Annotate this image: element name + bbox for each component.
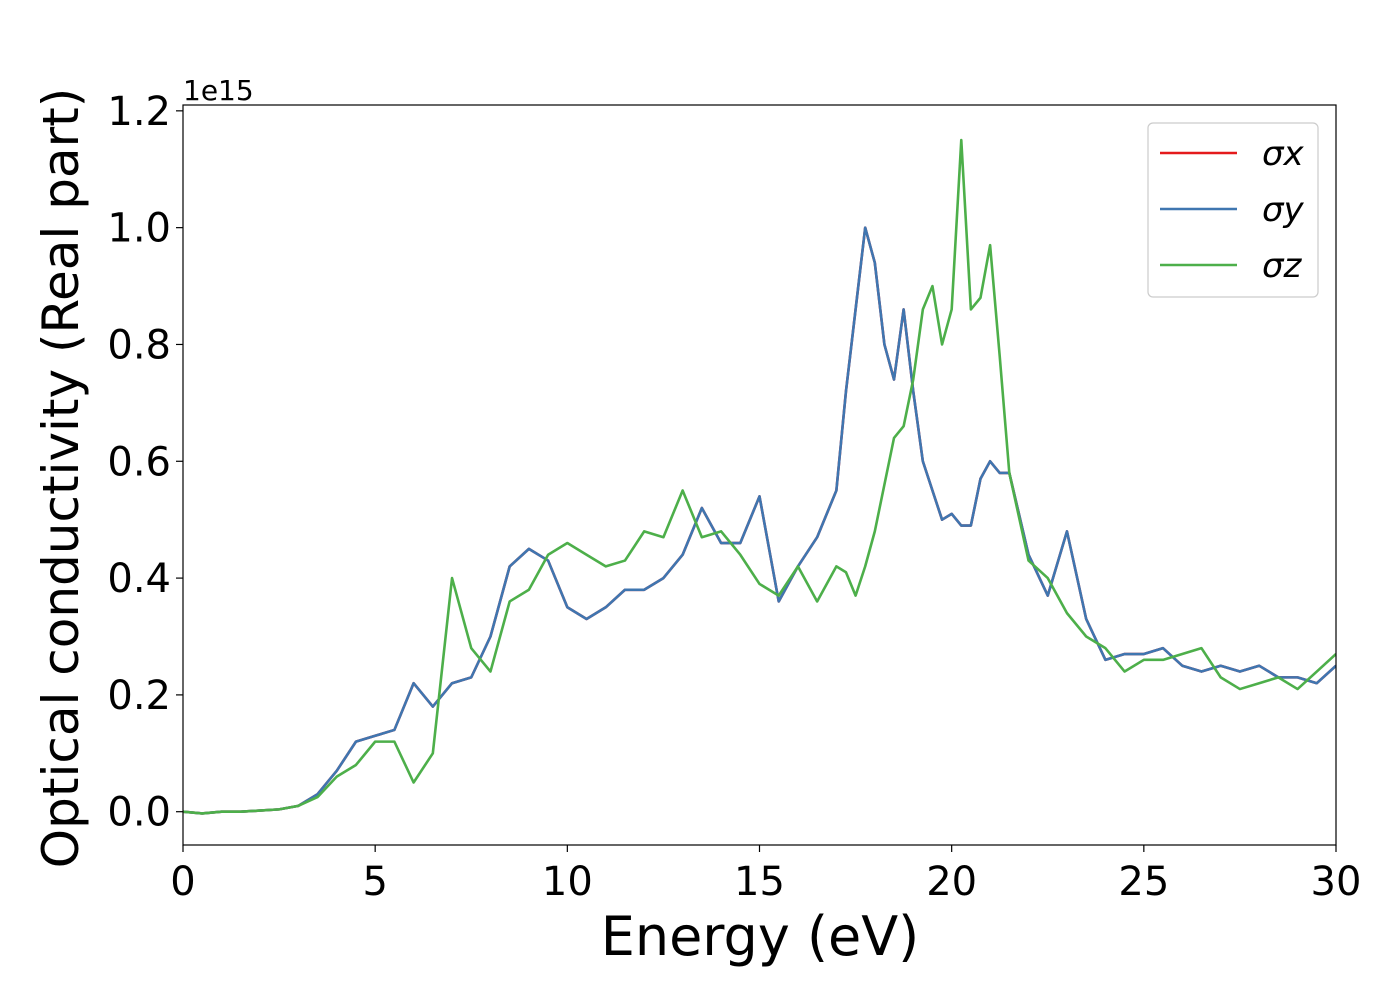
x-tick-label: 15 (734, 859, 785, 905)
x-tick-label: 10 (542, 859, 593, 905)
x-tick-label: 25 (1118, 859, 1169, 905)
y-tick-label: 1.2 (107, 89, 171, 135)
y-offset-label: 1e15 (183, 74, 254, 107)
x-axis-label: Energy (eV) (601, 905, 920, 968)
y-tick-label: 1.0 (107, 206, 171, 252)
x-tick-label: 20 (926, 859, 977, 905)
x-tick-label: 0 (170, 859, 195, 905)
series-line (183, 226, 1336, 815)
series-line (183, 138, 1336, 815)
x-tick-label: 30 (1311, 859, 1362, 905)
legend-label: σz (1262, 246, 1303, 286)
x-tick-label: 5 (362, 859, 387, 905)
plot-frame (182, 104, 1337, 846)
y-tick-label: 0.8 (107, 322, 171, 368)
y-tick-label: 0.2 (107, 673, 171, 719)
series-line (183, 226, 1336, 815)
legend-label: σx (1262, 134, 1305, 174)
y-tick-label: 0.4 (107, 556, 171, 602)
legend-label: σy (1262, 190, 1305, 230)
y-tick-label: 0.0 (107, 790, 171, 836)
y-tick-label: 0.6 (107, 439, 171, 485)
y-axis-label: Optical conductivity (Real part) (32, 88, 90, 869)
